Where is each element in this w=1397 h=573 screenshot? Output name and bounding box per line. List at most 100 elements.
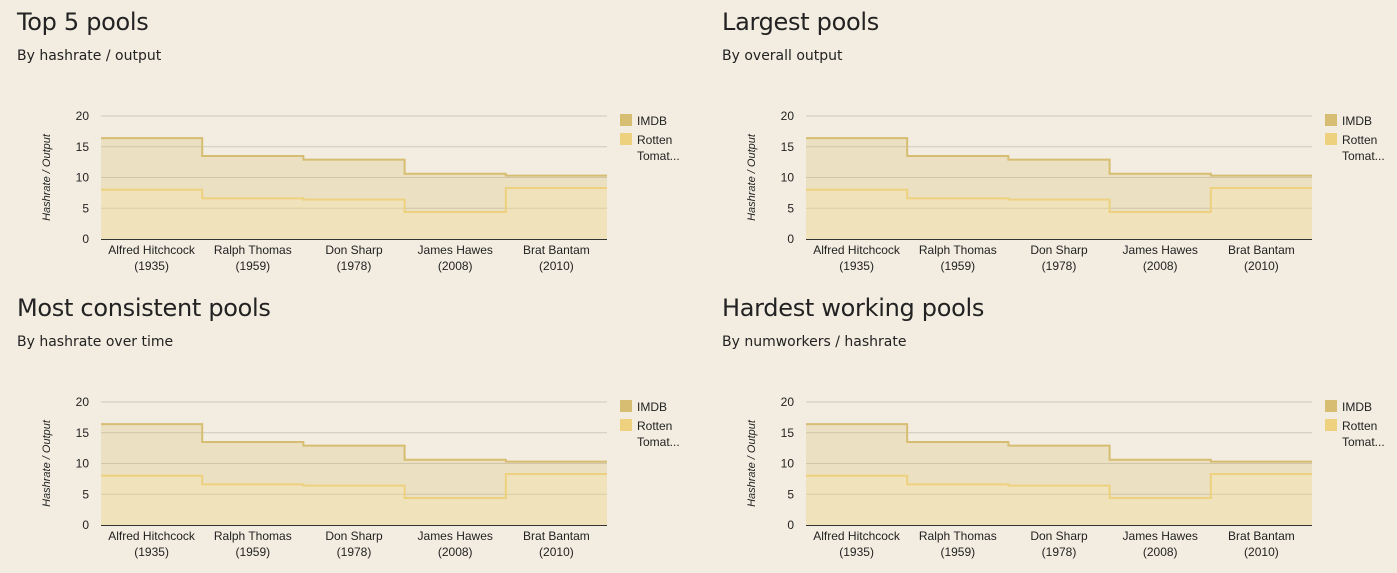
legend-swatch bbox=[620, 133, 632, 145]
x-tick-label: James Hawes bbox=[1123, 243, 1198, 257]
x-tick-label-year: (1959) bbox=[940, 545, 975, 559]
x-tick-label: James Hawes bbox=[418, 243, 493, 257]
y-tick-label: 0 bbox=[787, 232, 794, 246]
chart-title: Largest pools bbox=[722, 8, 879, 36]
x-tick-label-year: (2008) bbox=[438, 259, 473, 273]
legend-swatch bbox=[620, 419, 632, 431]
x-tick-label-year: (2008) bbox=[438, 545, 473, 559]
x-tick-label-year: (2010) bbox=[1244, 259, 1279, 273]
x-tick-label: Brat Bantam bbox=[523, 243, 590, 257]
legend-item: IMDB bbox=[620, 114, 667, 128]
stepped-area-chart: 0 5 10 15 20 Hashrate / Output Alfred Hitchcoc… bbox=[746, 109, 1385, 273]
x-tick-label: Ralph Thomas bbox=[214, 243, 292, 257]
x-tick-label: James Hawes bbox=[1123, 529, 1198, 543]
x-tick-label-year: (1978) bbox=[1042, 545, 1077, 559]
series-area-rotten bbox=[101, 473, 607, 525]
y-tick-label: 5 bbox=[787, 201, 794, 215]
y-axis-label: Hashrate / Output bbox=[746, 419, 758, 507]
x-tick-label-year: (2010) bbox=[539, 259, 574, 273]
x-tick-label-year: (1935) bbox=[134, 259, 169, 273]
series-line-imdb bbox=[806, 137, 1312, 177]
legend-item: Rotten Tomat... bbox=[620, 419, 680, 449]
stepped-area-chart: 0 5 10 15 20 Hashrate / Output Alfred Hitchcoc… bbox=[41, 395, 680, 559]
chart-panel-largest-pools: Largest pools By overall output 0 5 10 15 20… bbox=[705, 0, 1385, 286]
chart-panel-most-consistent-pools: Most consistent pools By hashrate over t… bbox=[0, 286, 680, 572]
x-tick-label: Alfred Hitchcock bbox=[813, 243, 901, 257]
y-tick-label: 5 bbox=[787, 487, 794, 501]
x-tick-label-year: (1959) bbox=[235, 545, 270, 559]
legend-label: IMDB bbox=[637, 400, 667, 414]
y-tick-label: 0 bbox=[787, 518, 794, 532]
chart-subtitle: By hashrate / output bbox=[17, 48, 162, 64]
chart-panel-hardest-working-pools: Hardest working pools By numworkers / ha… bbox=[705, 286, 1385, 572]
y-tick-label: 15 bbox=[76, 426, 90, 440]
y-axis-label: Hashrate / Output bbox=[41, 419, 53, 507]
x-tick-label: Don Sharp bbox=[325, 529, 383, 543]
legend-label: Tomat... bbox=[1342, 149, 1385, 163]
legend-label: IMDB bbox=[637, 114, 667, 128]
series-area-rotten bbox=[806, 187, 1312, 239]
legend-swatch bbox=[620, 114, 632, 126]
x-tick-label: Brat Bantam bbox=[1228, 529, 1295, 543]
x-tick-label-year: (1935) bbox=[134, 545, 169, 559]
x-tick-label: Ralph Thomas bbox=[919, 529, 997, 543]
y-tick-label: 0 bbox=[82, 518, 89, 532]
legend-item: IMDB bbox=[1325, 114, 1372, 128]
y-tick-label: 10 bbox=[76, 457, 90, 471]
x-tick-label: Alfred Hitchcock bbox=[108, 529, 196, 543]
legend-item: IMDB bbox=[1325, 400, 1372, 414]
chart-title: Top 5 pools bbox=[17, 8, 149, 36]
x-tick-label: Ralph Thomas bbox=[214, 529, 292, 543]
stepped-area-chart: 0 5 10 15 20 Hashrate / Output Alfred Hitchcoc… bbox=[746, 395, 1385, 559]
legend-label: Tomat... bbox=[637, 435, 680, 449]
y-tick-label: 10 bbox=[781, 457, 795, 471]
y-tick-label: 15 bbox=[76, 140, 90, 154]
series-area-rotten bbox=[806, 473, 1312, 525]
series-line-imdb bbox=[101, 137, 607, 177]
chart-title: Most consistent pools bbox=[17, 294, 271, 322]
y-tick-label: 10 bbox=[781, 171, 795, 185]
chart-panel-top-5-pools: Top 5 pools By hashrate / output 0 5 10 15 2… bbox=[0, 0, 680, 286]
x-tick-label: Alfred Hitchcock bbox=[108, 243, 196, 257]
legend-label: Rotten bbox=[637, 133, 672, 147]
y-tick-label: 20 bbox=[781, 395, 795, 409]
x-tick-label-year: (1978) bbox=[337, 259, 372, 273]
y-tick-label: 20 bbox=[781, 109, 795, 123]
x-tick-label: Brat Bantam bbox=[1228, 243, 1295, 257]
x-tick-label: Don Sharp bbox=[1030, 243, 1088, 257]
x-tick-label-year: (1959) bbox=[235, 259, 270, 273]
series-line-imdb bbox=[101, 423, 607, 463]
series-area-rotten bbox=[101, 187, 607, 239]
legend-item: IMDB bbox=[620, 400, 667, 414]
y-axis-label: Hashrate / Output bbox=[746, 133, 758, 221]
x-tick-label: Ralph Thomas bbox=[919, 243, 997, 257]
x-tick-label-year: (2008) bbox=[1143, 259, 1178, 273]
series-line-rotten bbox=[806, 472, 1312, 499]
legend-label: Rotten bbox=[1342, 133, 1377, 147]
y-tick-label: 15 bbox=[781, 140, 795, 154]
stepped-area-chart: 0 5 10 15 20 Hashrate / Output Alfred Hitchcoc… bbox=[41, 109, 680, 273]
legend-label: IMDB bbox=[1342, 114, 1372, 128]
x-tick-label: Alfred Hitchcock bbox=[813, 529, 901, 543]
legend-label: Tomat... bbox=[1342, 435, 1385, 449]
y-tick-label: 20 bbox=[76, 395, 90, 409]
series-line-rotten bbox=[101, 186, 607, 213]
x-tick-label: Don Sharp bbox=[325, 243, 383, 257]
legend-label: Tomat... bbox=[637, 149, 680, 163]
series-line-imdb bbox=[806, 423, 1312, 463]
legend-swatch bbox=[620, 400, 632, 412]
x-tick-label: Don Sharp bbox=[1030, 529, 1088, 543]
x-tick-label: James Hawes bbox=[418, 529, 493, 543]
x-tick-label: Brat Bantam bbox=[523, 529, 590, 543]
legend-label: Rotten bbox=[637, 419, 672, 433]
y-tick-label: 15 bbox=[781, 426, 795, 440]
legend-label: IMDB bbox=[1342, 400, 1372, 414]
chart-subtitle: By overall output bbox=[722, 48, 843, 64]
series-line-rotten bbox=[806, 186, 1312, 213]
x-tick-label-year: (2010) bbox=[539, 545, 574, 559]
x-tick-label-year: (1978) bbox=[1042, 259, 1077, 273]
y-tick-label: 10 bbox=[76, 171, 90, 185]
y-tick-label: 0 bbox=[82, 232, 89, 246]
x-tick-label-year: (2010) bbox=[1244, 545, 1279, 559]
chart-title: Hardest working pools bbox=[722, 294, 985, 322]
